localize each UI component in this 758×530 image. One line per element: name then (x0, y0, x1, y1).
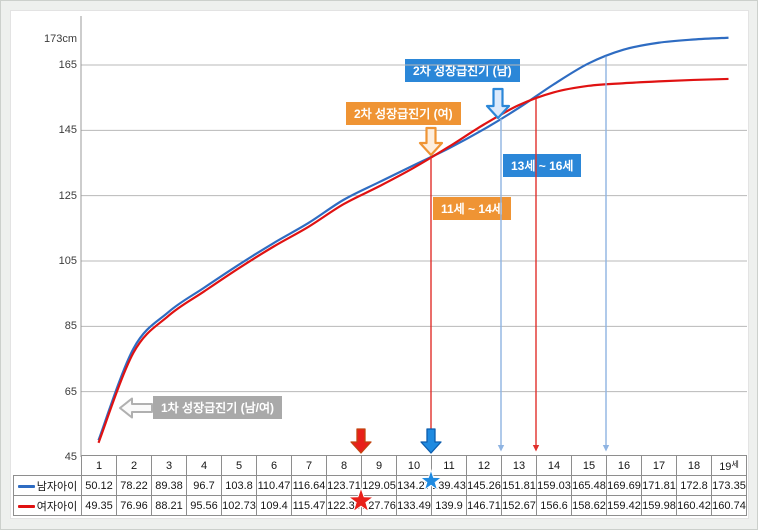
height-value-cell: 103.8 (221, 475, 257, 496)
age-header-cell: 3 (151, 455, 187, 476)
height-value-cell: 160.42 (676, 495, 712, 516)
height-value-cell: 50.12 (81, 475, 117, 496)
annotation-female-age-range: 11세 ~ 14세 (433, 197, 511, 220)
age-header-cell: 18 (676, 455, 712, 476)
height-value-cell: 165.48 (571, 475, 607, 496)
age-header-cell: 15 (571, 455, 607, 476)
height-value-cell: 159.98 (641, 495, 677, 516)
height-value-cell: 156.6 (536, 495, 572, 516)
legend-label: 남자아이 (36, 480, 78, 493)
height-value-cell: 134.27 (396, 475, 432, 496)
legend-line-icon (17, 485, 35, 489)
y-axis-label: 173cm (43, 32, 77, 45)
legend-male: 남자아이 (13, 475, 82, 496)
age-header-cell: 9 (361, 455, 397, 476)
age-header-cell: 10 (396, 455, 432, 476)
height-value-cell: 158.62 (571, 495, 607, 516)
height-value-cell: 78.22 (116, 475, 152, 496)
height-value-cell: 172.8 (676, 475, 712, 496)
height-value-cell: 89.38 (151, 475, 187, 496)
height-value-cell: 127.76 (361, 495, 397, 516)
y-axis-label: 165 (58, 59, 77, 71)
table-corner-blank (14, 456, 82, 476)
table-row: 남자아이 50.12 78.22 89.38 96.7 103.8 110.47 116.64… (13, 475, 747, 496)
age-header-cell: 11 (431, 455, 467, 476)
height-value-cell: 146.71 (466, 495, 502, 516)
age-header-cell: 14 (536, 455, 572, 476)
age-header-cell: 19세 (711, 455, 747, 476)
height-value-cell: 109.4 (256, 495, 292, 516)
height-value-cell: 129.05 (361, 475, 397, 496)
annotation-male-age-range: 13세 ~ 16세 (503, 154, 582, 177)
height-value-cell: 152.67 (501, 495, 537, 516)
y-axis-label: 85 (64, 320, 77, 333)
age-header-cell: 6 (256, 455, 292, 476)
height-value-cell: 160.74 (711, 495, 747, 516)
age-header-cell: 16 (606, 455, 642, 476)
chart-canvas (10, 10, 749, 519)
age-header-cell: 2 (116, 455, 152, 476)
height-value-cell: 95.56 (186, 495, 222, 516)
height-value-cell: 173.35 (711, 475, 747, 496)
height-value-cell: 116.64 (291, 475, 327, 496)
y-axis-label: 45 (64, 451, 77, 463)
height-value-cell: 115.47 (291, 495, 327, 516)
height-value-cell: 145.26 (466, 475, 502, 496)
age-header-cell: 17 (641, 455, 677, 476)
y-axis-label: 125 (58, 189, 77, 202)
age-header-cell: 1 (81, 455, 117, 476)
height-value-cell: 139.9 (431, 495, 467, 516)
height-value-cell: 123.71 (326, 475, 362, 496)
annotation-male-second-spurt: 2차 성장급진기 (남) (405, 59, 520, 82)
height-value-cell: 159.42 (606, 495, 642, 516)
age-header-cell: 4 (186, 455, 222, 476)
y-axis-label: 145 (58, 124, 77, 137)
height-value-cell: 96.7 (186, 475, 222, 496)
age-header-cell: 8 (326, 455, 362, 476)
legend-line-icon (17, 505, 35, 509)
age-header-cell: 13 (501, 455, 537, 476)
height-value-cell: 171.81 (641, 475, 677, 496)
annotation-first-spurt: 1차 성장급진기 (남/여) (153, 396, 282, 419)
height-value-cell: 49.35 (81, 495, 117, 516)
legend-label: 여자아이 (36, 500, 78, 513)
age-header-cell: 5 (221, 455, 257, 476)
table-row: 여자아이 49.35 76.96 88.21 95.56 102.73 109.4 115.4… (13, 495, 747, 516)
height-value-cell: 76.96 (116, 495, 152, 516)
height-data-table: 1 2 3 4 5 6 7 8 9 10 11 12 13 14 15 16 17 18 19세 남자아이 50.12 7… (13, 455, 747, 516)
height-value-cell: 133.49 (396, 495, 432, 516)
height-value-cell: 169.69 (606, 475, 642, 496)
height-value-cell: 159.03 (536, 475, 572, 496)
y-axis-label: 105 (58, 255, 77, 267)
age-header-cell: 12 (466, 455, 502, 476)
height-value-cell: 139.43 (431, 475, 467, 496)
height-value-cell: 102.73 (221, 495, 257, 516)
height-value-cell: 110.47 (256, 475, 292, 496)
height-value-cell: 122.39 (326, 495, 362, 516)
age-header-cell: 7 (291, 455, 327, 476)
y-axis-label: 65 (64, 385, 77, 398)
legend-female: 여자아이 (13, 495, 82, 516)
annotation-female-second-spurt: 2차 성장급진기 (여) (346, 102, 461, 125)
height-value-cell: 151.81 (501, 475, 537, 496)
age-unit-suffix: 세 (731, 459, 739, 469)
height-value-cell: 88.21 (151, 495, 187, 516)
